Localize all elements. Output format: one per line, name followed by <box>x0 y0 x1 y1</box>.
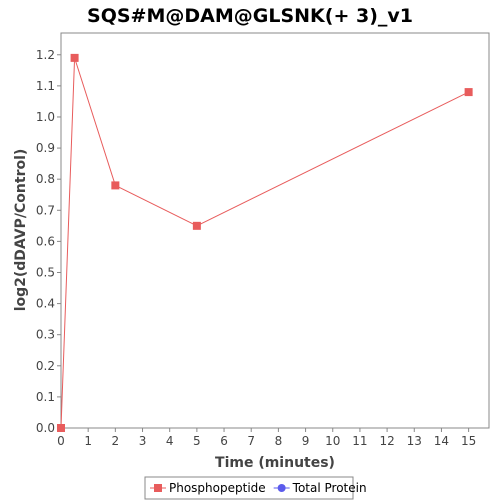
legend-box <box>144 476 354 500</box>
x-tick-label: 4 <box>166 434 174 448</box>
plot-area <box>60 32 490 429</box>
y-tick-label: 1.2 <box>36 48 55 62</box>
data-point <box>464 88 473 97</box>
x-axis: 0 1 2 3 4 5 6 7 8 9 10 11 12 13 14 15 <box>57 428 476 448</box>
x-tick-label: 13 <box>407 434 422 448</box>
x-tick-label: 7 <box>247 434 255 448</box>
x-tick-label: 6 <box>220 434 228 448</box>
x-tick-label: 15 <box>461 434 476 448</box>
y-tick-label: 0.5 <box>36 265 55 279</box>
x-tick-label: 2 <box>112 434 120 448</box>
y-tick-label: 0.4 <box>36 297 55 311</box>
legend-label: Total Protein <box>292 481 367 495</box>
x-tick-label: 1 <box>84 434 92 448</box>
y-tick-label: 0.8 <box>36 172 55 186</box>
x-tick-label: 10 <box>325 434 340 448</box>
data-point <box>192 221 201 230</box>
y-tick-label: 0.2 <box>36 359 55 373</box>
chart-title: SQS#M@DAM@GLSNK(+ 3)_v1 <box>87 5 413 27</box>
x-axis-label: Time (minutes) <box>215 455 335 471</box>
y-tick-label: 1.1 <box>36 79 55 93</box>
x-tick-label: 0 <box>57 434 65 448</box>
y-tick-label: 0.1 <box>36 390 55 404</box>
legend: Phosphopeptide Total Protein <box>144 476 367 500</box>
y-axis: 0.0 0.1 0.2 0.3 0.4 0.5 0.6 0.7 0.8 0.9 1.0 1.1 1.2 <box>36 48 61 435</box>
y-tick-label: 0.3 <box>36 328 55 342</box>
y-tick-label: 1.0 <box>36 110 55 124</box>
y-tick-label: 0.0 <box>36 421 55 435</box>
series-layer <box>57 53 473 432</box>
x-tick-label: 8 <box>275 434 283 448</box>
x-tick-label: 14 <box>434 434 449 448</box>
x-tick-label: 9 <box>302 434 310 448</box>
data-point <box>111 181 120 190</box>
y-tick-label: 0.9 <box>36 141 55 155</box>
x-tick-label: 11 <box>352 434 367 448</box>
x-tick-label: 5 <box>193 434 201 448</box>
legend-label: Phosphopeptide <box>169 481 266 495</box>
x-tick-label: 12 <box>379 434 394 448</box>
y-axis-label: log2(dDAVP/Control) <box>13 149 29 312</box>
y-tick-label: 0.7 <box>36 203 55 217</box>
data-point <box>57 424 65 432</box>
legend-marker-square <box>154 484 162 492</box>
legend-marker-circle <box>277 484 286 492</box>
data-point <box>70 53 79 62</box>
x-tick-label: 3 <box>139 434 147 448</box>
y-tick-label: 0.6 <box>36 234 55 248</box>
